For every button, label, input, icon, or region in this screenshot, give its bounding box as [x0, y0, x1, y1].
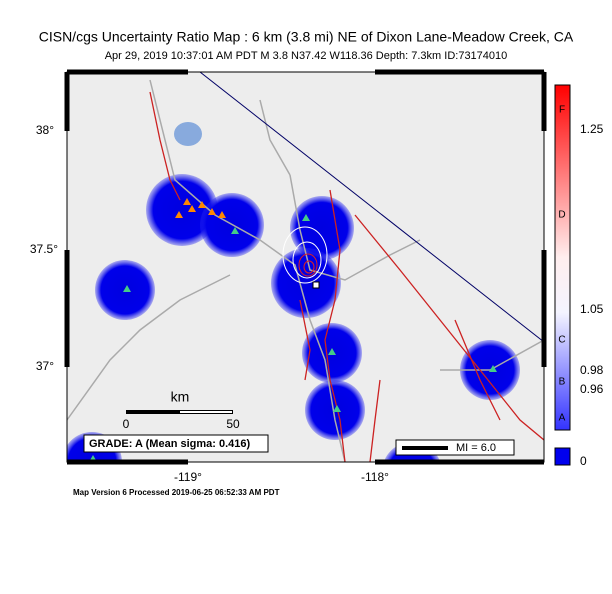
- colorbar-letter: B: [559, 377, 566, 388]
- legend-box: [395, 439, 515, 456]
- colorbar-label: 1.25: [580, 122, 604, 136]
- stations: [89, 198, 497, 462]
- scale-label: 0: [123, 417, 130, 431]
- colorbar-label: 1.05: [580, 302, 604, 316]
- lat-label: 37.5°: [30, 242, 58, 256]
- lat-label: 37°: [36, 359, 54, 373]
- epicenter: [312, 281, 320, 289]
- grade: GRADE: A (Mean sigma: 0.416): [89, 438, 251, 450]
- faults: [149, 91, 544, 462]
- colorbar-letter: A: [559, 413, 566, 424]
- roads: [67, 79, 544, 462]
- contours-red: [298, 253, 318, 277]
- colorbar-letter: F: [559, 105, 565, 116]
- scale-unit: km: [171, 389, 190, 405]
- scale-bar: km 0 50: [123, 389, 240, 431]
- map-frame: [64, 69, 547, 465]
- colorbar-label: 0.96: [580, 382, 604, 396]
- colorbar-letter: C: [558, 335, 565, 346]
- lon-label: -119°: [174, 470, 202, 484]
- lat-label: 38°: [36, 123, 54, 137]
- footer: Map Version 6 Processed 2019-06-25 06:52…: [73, 488, 280, 497]
- map: [67, 72, 544, 462]
- legend-text: MI = 6.0: [456, 442, 496, 454]
- grade-box: [83, 434, 269, 453]
- subtitle: Apr 29, 2019 10:37:01 AM PDT M 3.8 N37.4…: [105, 50, 508, 62]
- title: CISN/cgs Uncertainty Ratio Map : 6 km (3…: [39, 29, 574, 45]
- colorbar-label: 0.98: [580, 363, 604, 377]
- lake: [174, 122, 202, 146]
- colorbar: F D C B A 1.25 1.05 0.98 0.96 0: [554, 84, 604, 468]
- contours: [282, 226, 328, 284]
- scale-label: 50: [226, 417, 240, 431]
- colorbar-letter: D: [558, 210, 565, 221]
- colorbar-label: 0: [580, 454, 587, 468]
- border-line: [199, 72, 544, 343]
- lon-label: -118°: [361, 470, 389, 484]
